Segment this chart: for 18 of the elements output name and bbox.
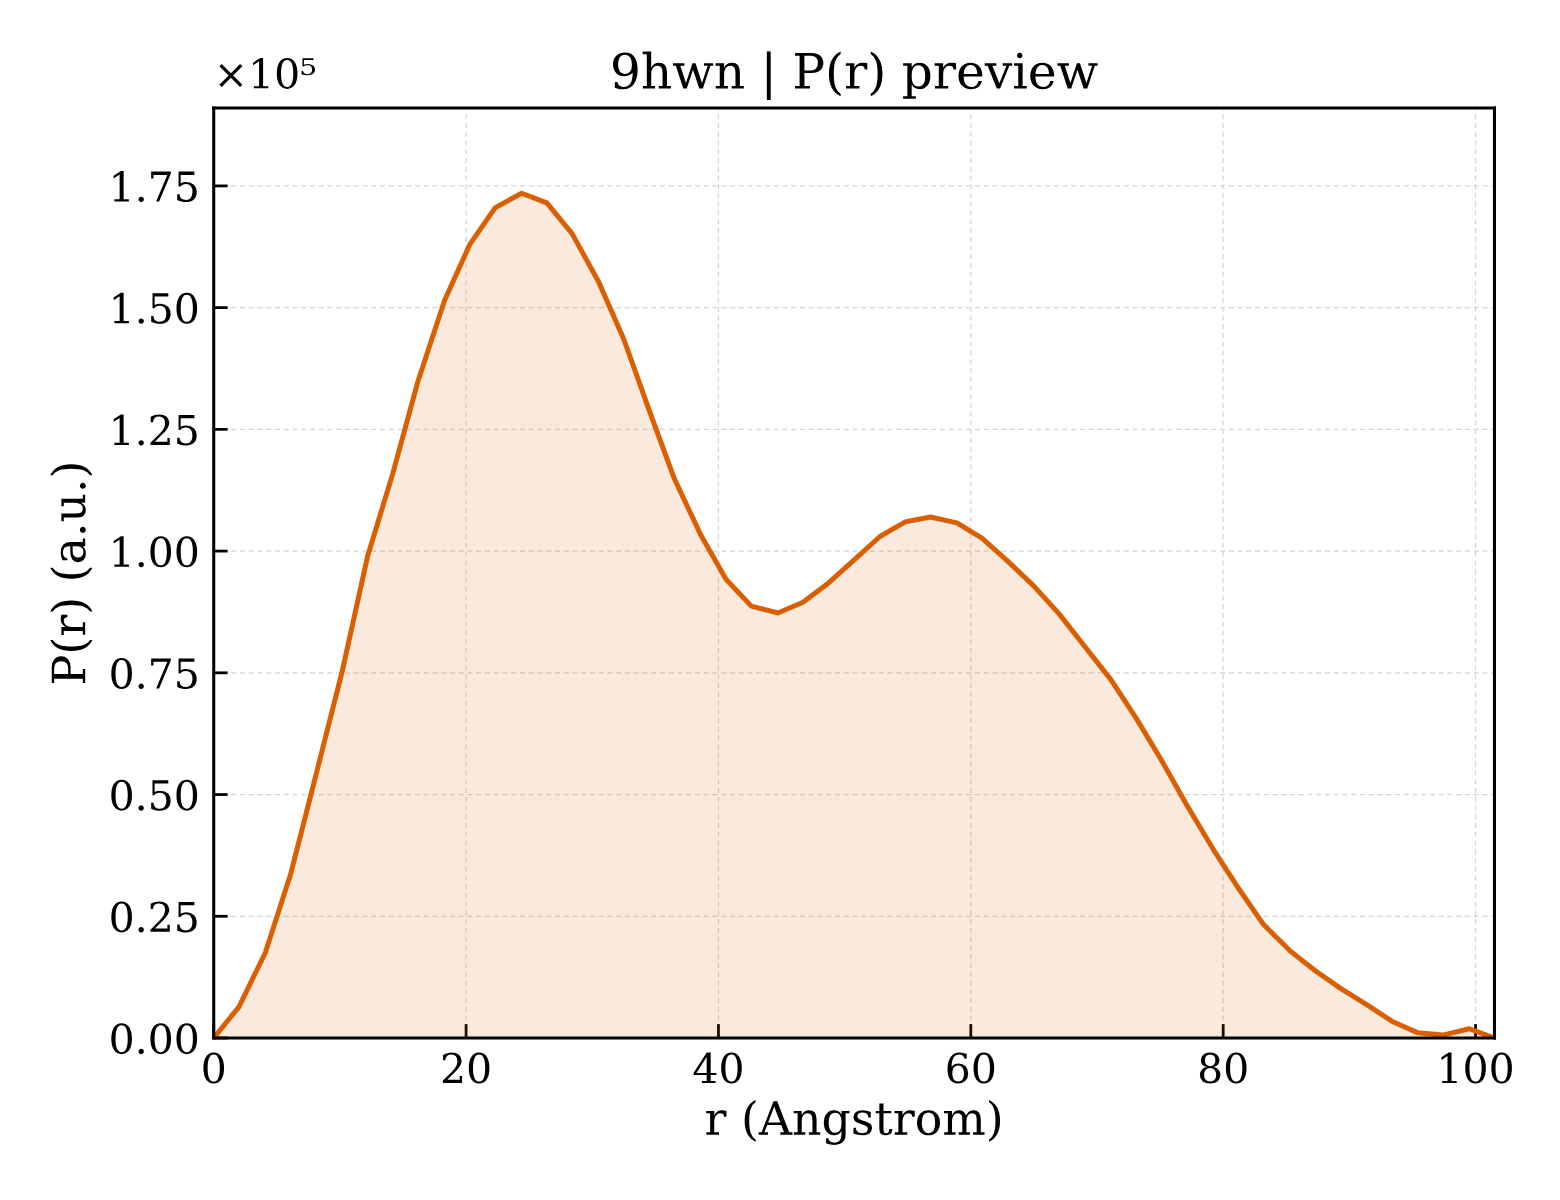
- y-tick-label: 0.75: [111, 657, 197, 689]
- x-tick-label: 20: [442, 1052, 490, 1084]
- y-tick-label: 1.25: [113, 414, 197, 446]
- y-tick-label: 1.50: [113, 292, 198, 324]
- y-tick-label: 1.00: [113, 536, 198, 568]
- y-tick-label: 1.75: [113, 171, 197, 203]
- x-tick-label: 100: [1441, 1052, 1512, 1084]
- chart-title: 9hwn | P(r) preview: [613, 51, 1098, 101]
- x-axis-title: r (Angstrom): [706, 1099, 1001, 1145]
- y-tick-label: 0.50: [111, 779, 198, 811]
- y-tick-label: 0.00: [111, 1023, 198, 1055]
- x-tick-label: 0: [203, 1052, 225, 1084]
- text: ×10⁵: [219, 57, 316, 89]
- y-tick-label: 0.25: [111, 901, 197, 933]
- y-axis-title: P(r) (a.u.): [50, 464, 93, 683]
- x-tick-label: 80: [1199, 1052, 1247, 1084]
- x-tick-label: 40: [693, 1052, 742, 1084]
- x-tick-label: 60: [947, 1052, 995, 1084]
